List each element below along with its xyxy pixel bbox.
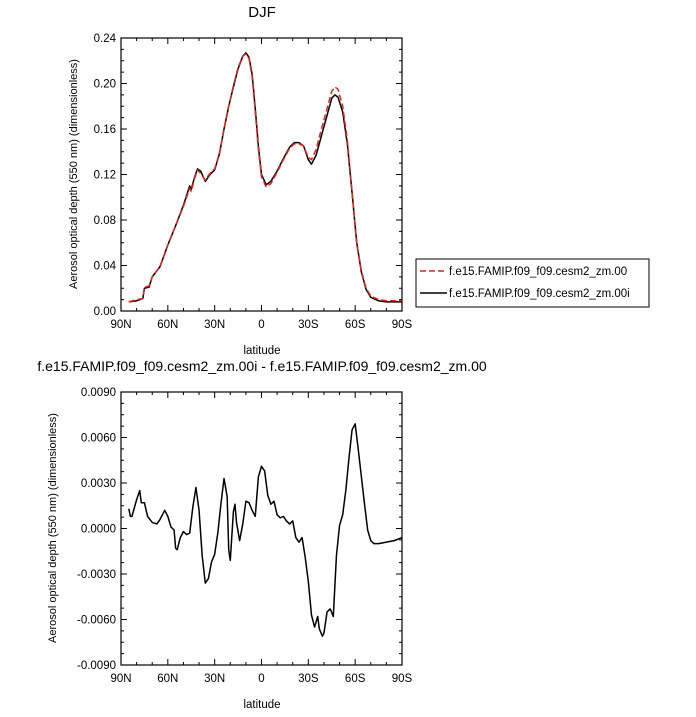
series-line-1 [128,423,403,637]
y-tick-label: 0.0090 [81,387,116,399]
legend-box [415,258,650,308]
y-tick-label: 0.04 [94,261,117,273]
y-tick-label: 0.08 [94,215,116,227]
y-tick-label: 0.0060 [81,433,116,445]
y-tick-label: 0.12 [94,170,116,182]
x-tick-label: 0 [258,319,264,331]
x-tick-label: 30S [298,673,319,685]
bottom-panel: f.e15.FAMIP.f09_f09.cesm2_zm.00i - f.e15… [37,358,486,711]
y-tick-label: 0.00 [94,306,116,318]
y-tick-label: 0.24 [94,33,117,45]
y-tick-label: -0.0030 [77,569,116,581]
top-ylabel: Aerosol optical depth (550 nm) (dimensio… [68,59,80,289]
y-tick-label: 0.20 [94,79,116,91]
bottom-ylabel: Aerosol optical depth (550 nm) (dimensio… [47,413,59,643]
top-panel: DJF 90N 60N 30N 0 30S 60S 90S 0.00 0.04 0.08 0.12 0… [68,4,650,357]
y-tick-label: 0.16 [94,124,116,136]
y-tick-label: -0.0090 [77,660,116,672]
x-tick-label: 30N [204,673,225,685]
top-title: DJF [248,4,276,21]
x-tick-label: 90S [392,319,413,331]
x-tick-label: 30S [298,319,319,331]
series-line-1 [128,53,402,303]
y-tick-label: -0.0060 [77,615,116,627]
legend-label-series-2: f.e15.FAMIP.f09_f09.cesm2_zm.00i [449,288,630,300]
bottom-title: f.e15.FAMIP.f09_f09.cesm2_zm.00i - f.e15… [37,358,486,374]
top-plot-area: 90N 60N 30N 0 30S 60S 90S 0.00 0.04 0.08 0.12 0.16 0… [94,33,413,331]
bottom-plot-area: 90N 60N 30N 0 30S 60S 90S -0.0090 -0.0060 -0.0030… [77,387,413,685]
top-legend: f.e15.FAMIP.f09_f09.cesm2_zm.00 f.e15.FA… [415,258,650,308]
x-tick-label: 60N [157,673,178,685]
x-tick-label: 90N [110,673,131,685]
x-tick-label: 90S [392,673,413,685]
x-tick-label: 60S [345,319,366,331]
top-xlabel: latitude [243,345,280,357]
plot-frame [120,391,403,666]
y-tick-label: 0.0030 [81,478,116,490]
x-tick-label: 60S [345,673,366,685]
x-tick-label: 0 [258,673,264,685]
y-tick-label: 0.0000 [81,524,116,536]
x-tick-label: 90N [110,319,131,331]
legend-label-series-1: f.e15.FAMIP.f09_f09.cesm2_zm.00 [449,266,627,278]
x-tick-label: 60N [157,319,178,331]
x-tick-label: 30N [204,319,225,331]
bottom-xlabel: latitude [243,699,280,711]
